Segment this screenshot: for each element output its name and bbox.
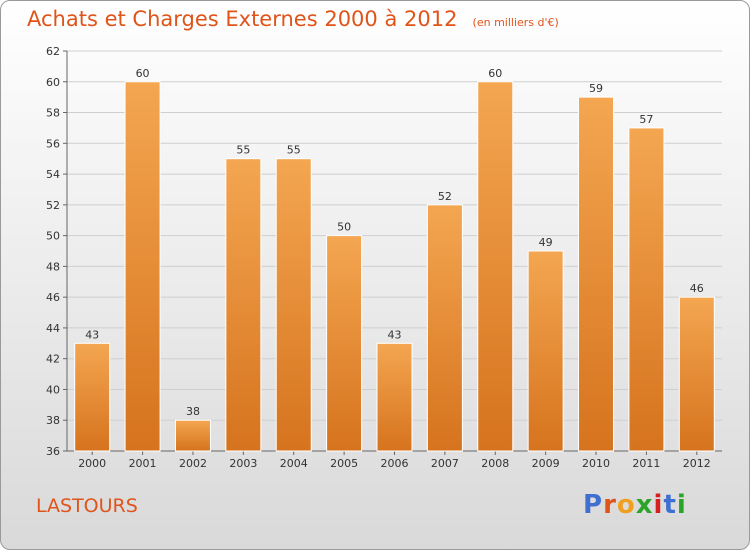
y-tick-label: 46: [46, 291, 60, 304]
x-tick-label: 2002: [179, 457, 207, 470]
data-label: 49: [539, 236, 553, 249]
y-tick-label: 48: [46, 260, 60, 273]
logo-letter: o: [616, 490, 636, 520]
x-tick-label: 2006: [381, 457, 409, 470]
x-tick-label: 2007: [431, 457, 459, 470]
data-label: 52: [438, 190, 452, 203]
y-tick-label: 38: [46, 414, 60, 427]
y-tick-label: 52: [46, 199, 60, 212]
logo-letter: P: [583, 490, 604, 520]
labels: 36 38 40 42 44 46 48 50 52 54 56 58 60 62 43 2000 60 2001…: [46, 45, 711, 470]
x-tick-label: 2012: [683, 457, 711, 470]
y-tick-label: 54: [46, 168, 60, 181]
town-name: LASTOURS: [36, 495, 138, 517]
y-tick-label: 56: [46, 137, 60, 150]
data-label: 55: [287, 144, 301, 157]
data-label: 60: [488, 67, 502, 80]
bar-2009: [527, 250, 564, 452]
y-tick-label: 40: [46, 383, 60, 396]
data-label: 60: [136, 67, 150, 80]
bar-2008: [477, 81, 514, 452]
x-tick-label: 2011: [632, 457, 660, 470]
logo-letter: i: [676, 490, 687, 520]
y-tick-label: 62: [46, 45, 60, 58]
bar-2001: [124, 81, 161, 452]
x-tick-label: 2005: [330, 457, 358, 470]
bars: [74, 81, 715, 452]
x-tick-label: 2008: [481, 457, 509, 470]
bar-2007: [426, 204, 463, 452]
logo-letter: i: [653, 490, 664, 520]
bar-2003: [225, 158, 262, 452]
data-label: 43: [388, 328, 402, 341]
x-tick-label: 2001: [129, 457, 157, 470]
data-label: 59: [589, 82, 603, 95]
x-tick-label: 2000: [78, 457, 106, 470]
bar-2004: [275, 158, 312, 452]
bar-2012: [678, 296, 715, 452]
bar-2006: [376, 342, 413, 452]
data-label: 43: [85, 328, 99, 341]
data-label: 38: [186, 405, 200, 418]
y-tick-label: 36: [46, 445, 60, 458]
chart-title: Achats et Charges Externes 2000 à 2012: [27, 7, 458, 31]
x-tick-label: 2010: [582, 457, 610, 470]
bar-2010: [578, 96, 615, 452]
y-tick-label: 58: [46, 107, 60, 120]
y-tick-label: 44: [46, 322, 60, 335]
proxiti-logo: Proxiti: [583, 490, 687, 520]
data-label: 46: [690, 282, 704, 295]
data-label: 50: [337, 221, 351, 234]
bar-2011: [628, 127, 665, 452]
chart-header: Achats et Charges Externes 2000 à 2012 (…: [27, 7, 559, 31]
bar-2002: [174, 419, 211, 452]
x-tick-label: 2004: [280, 457, 308, 470]
x-tick-label: 2003: [229, 457, 257, 470]
logo-letter: t: [663, 490, 677, 520]
data-label: 55: [236, 144, 250, 157]
data-label: 57: [639, 113, 653, 126]
bar-2000: [74, 342, 111, 452]
chart-unit: (en milliers d'€): [472, 16, 559, 29]
x-tick-label: 2009: [532, 457, 560, 470]
logo-letter: r: [603, 490, 617, 520]
y-tick-label: 60: [46, 76, 60, 89]
y-tick-label: 42: [46, 353, 60, 366]
y-tick-label: 50: [46, 230, 60, 243]
logo-letter: x: [635, 490, 654, 520]
bar-2005: [326, 235, 363, 452]
